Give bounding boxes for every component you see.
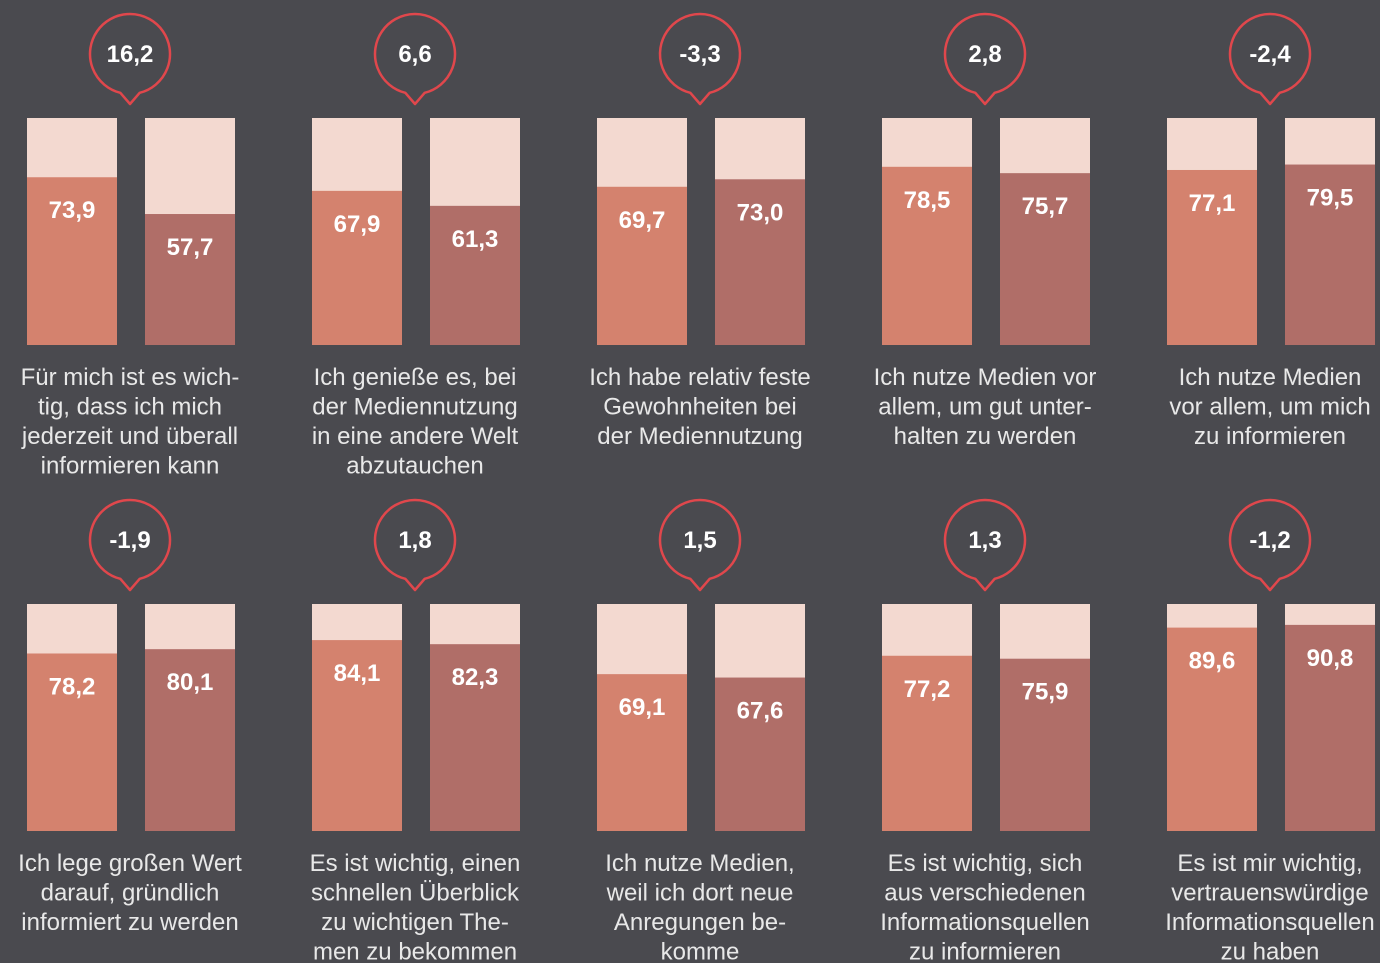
- difference-label: 1,5: [683, 527, 716, 554]
- statement-line: der Mediennutzung: [312, 394, 517, 421]
- value-label: 73,0: [737, 199, 784, 226]
- statement-line: vor allem, um mich: [1169, 394, 1370, 421]
- difference-label: 2,8: [968, 41, 1001, 68]
- value-label: 67,6: [737, 698, 784, 725]
- statement-line: Es ist mir wichtig,: [1177, 850, 1362, 877]
- bar: [27, 177, 117, 345]
- bar: [1000, 658, 1090, 831]
- statement-line: Ich nutze Medien,: [605, 850, 794, 877]
- statement-line: Es ist wichtig, einen: [310, 850, 521, 877]
- bar: [430, 644, 520, 831]
- value-label: 77,1: [1189, 190, 1236, 217]
- difference-bubble: [373, 12, 457, 106]
- value-label: 80,1: [167, 669, 214, 696]
- statement-line: in eine andere Welt: [312, 423, 519, 450]
- bar: [312, 640, 402, 831]
- bar: [145, 214, 235, 345]
- value-label: 90,8: [1307, 645, 1354, 672]
- statement-line: aus verschiedenen: [884, 880, 1085, 907]
- difference-bubble: [1228, 498, 1312, 592]
- statement-line: der Mediennutzung: [597, 423, 802, 450]
- value-label: 75,9: [1022, 679, 1069, 706]
- bar: [145, 649, 235, 831]
- statement-line: abzutauchen: [346, 453, 483, 480]
- value-label: 78,2: [49, 673, 96, 700]
- bar: [882, 166, 972, 345]
- difference-label: 16,2: [107, 41, 154, 68]
- statement-line: Ich nutze Medien vor: [874, 364, 1097, 391]
- bar: [715, 677, 805, 831]
- value-label: 67,9: [334, 211, 381, 238]
- statement-line: informiert zu werden: [21, 909, 238, 936]
- difference-bubble: [88, 498, 172, 592]
- bar: [715, 179, 805, 345]
- bar: [312, 190, 402, 345]
- statement-line: Ich nutze Medien: [1179, 364, 1362, 391]
- statement-line: Informationsquellen: [1165, 909, 1374, 936]
- statement-line: halten zu werden: [894, 423, 1077, 450]
- bar: [27, 653, 117, 831]
- statement-line: informieren kann: [41, 453, 220, 480]
- difference-label: -3,3: [679, 41, 720, 68]
- difference-label: -2,4: [1249, 41, 1291, 68]
- difference-label: -1,9: [109, 527, 150, 554]
- value-label: 77,2: [904, 676, 951, 703]
- statement-line: Anregungen be-: [614, 909, 786, 936]
- statement-line: Gewohnheiten bei: [603, 394, 796, 421]
- bar: [1285, 624, 1375, 831]
- value-label: 69,1: [619, 694, 666, 721]
- statement-line: zu haben: [1221, 939, 1320, 963]
- value-label: 79,5: [1307, 185, 1354, 212]
- bar: [1000, 173, 1090, 345]
- bar: [1167, 169, 1257, 345]
- statement-line: Ich genieße es, bei: [314, 364, 517, 391]
- statement-line: komme: [661, 939, 740, 963]
- value-label: 84,1: [334, 660, 381, 687]
- difference-bubble: [943, 498, 1027, 592]
- statement-line: zu informieren: [1194, 423, 1346, 450]
- statement-line: darauf, gründlich: [41, 880, 220, 907]
- difference-bubble: [1228, 12, 1312, 106]
- bar: [882, 655, 972, 831]
- difference-label: 6,6: [398, 41, 431, 68]
- statement-line: zu wichtigen The-: [321, 909, 509, 936]
- statement-line: zu informieren: [909, 939, 1061, 963]
- value-label: 78,5: [904, 187, 951, 214]
- statement-line: weil ich dort neue: [606, 880, 794, 907]
- value-label: 57,7: [167, 234, 214, 261]
- statement-line: men zu bekommen: [313, 939, 517, 963]
- bar: [597, 186, 687, 345]
- value-label: 73,9: [49, 197, 96, 224]
- value-label: 89,6: [1189, 648, 1236, 675]
- difference-bubble: [658, 498, 742, 592]
- statement-line: jederzeit und überall: [21, 423, 238, 450]
- statement-line: Für mich ist es wich-: [21, 364, 240, 391]
- bar: [430, 205, 520, 345]
- value-label: 69,7: [619, 207, 666, 234]
- statement-line: allem, um gut unter-: [878, 394, 1091, 421]
- difference-bubble: [943, 12, 1027, 106]
- difference-bubble: [373, 498, 457, 592]
- statement-line: Informationsquellen: [880, 909, 1089, 936]
- difference-bubble: [88, 12, 172, 106]
- statement-line: Es ist wichtig, sich: [888, 850, 1083, 877]
- statement-line: tig, dass ich mich: [38, 394, 222, 421]
- value-label: 75,7: [1022, 193, 1069, 220]
- bar: [1167, 627, 1257, 831]
- value-label: 61,3: [452, 226, 499, 253]
- difference-label: -1,2: [1249, 527, 1290, 554]
- difference-label: 1,8: [398, 527, 431, 554]
- statement-line: Ich habe relativ feste: [589, 364, 810, 391]
- statement-line: Ich lege großen Wert: [18, 850, 242, 877]
- value-label: 82,3: [452, 664, 499, 691]
- difference-bubble: [658, 12, 742, 106]
- difference-label: 1,3: [968, 527, 1001, 554]
- statement-line: schnellen Überblick: [311, 880, 520, 907]
- bar: [597, 674, 687, 831]
- bar: [1285, 164, 1375, 345]
- statement-line: vertrauenswürdige: [1171, 880, 1368, 907]
